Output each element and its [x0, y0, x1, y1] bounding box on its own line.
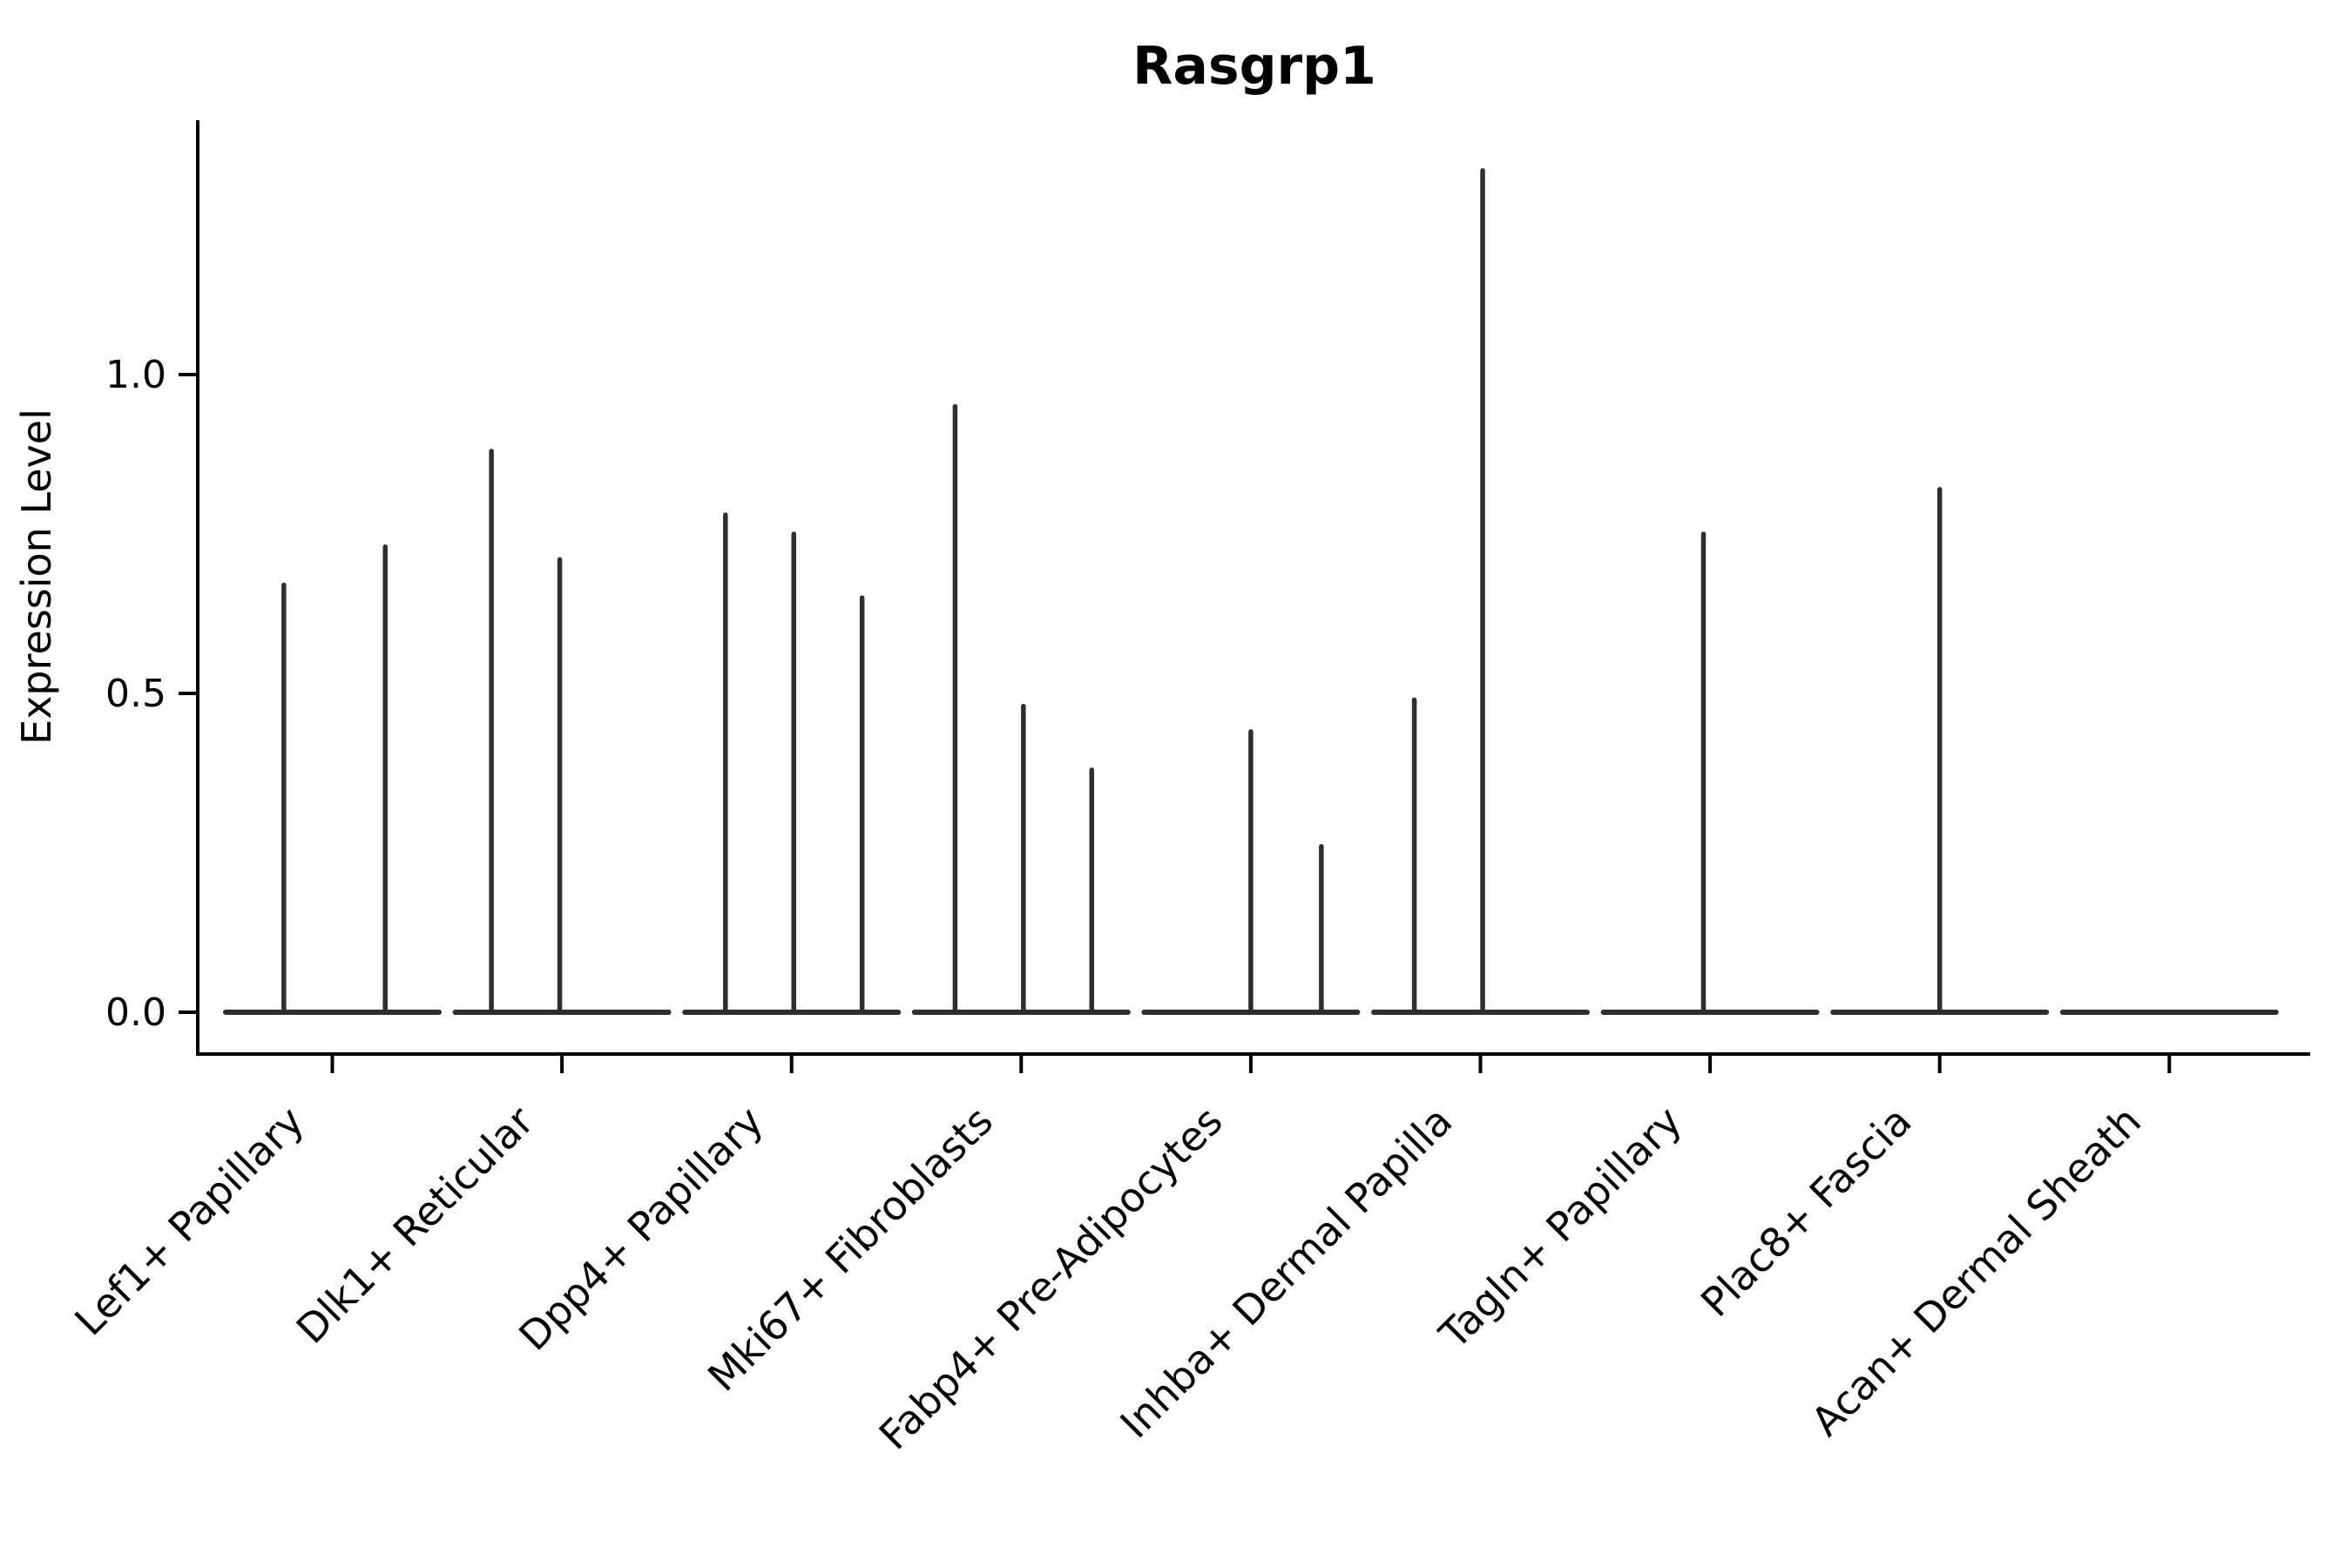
x-tick-label: Plac8+ Fascia: [1692, 1098, 1920, 1326]
y-tick-label: 1.0: [105, 353, 166, 397]
y-axis-ticks: 0.0 0.5 1.0: [105, 353, 198, 1035]
chart-title: Rasgrp1: [1132, 36, 1376, 97]
y-axis-label: Expression Level: [13, 409, 60, 745]
x-tick-label: Lef1+ Papillary: [65, 1098, 313, 1345]
x-tick-label: Dlk1+ Reticular: [287, 1098, 543, 1353]
y-tick-label: 0.0: [105, 990, 166, 1035]
x-tick-label: Tagln+ Papillary: [1429, 1098, 1691, 1359]
y-tick-label: 0.5: [105, 672, 166, 716]
axis-spines: [196, 120, 2310, 1056]
violin-marks: [223, 168, 2279, 1015]
x-tick-label: Dpp4+ Papillary: [510, 1098, 772, 1360]
